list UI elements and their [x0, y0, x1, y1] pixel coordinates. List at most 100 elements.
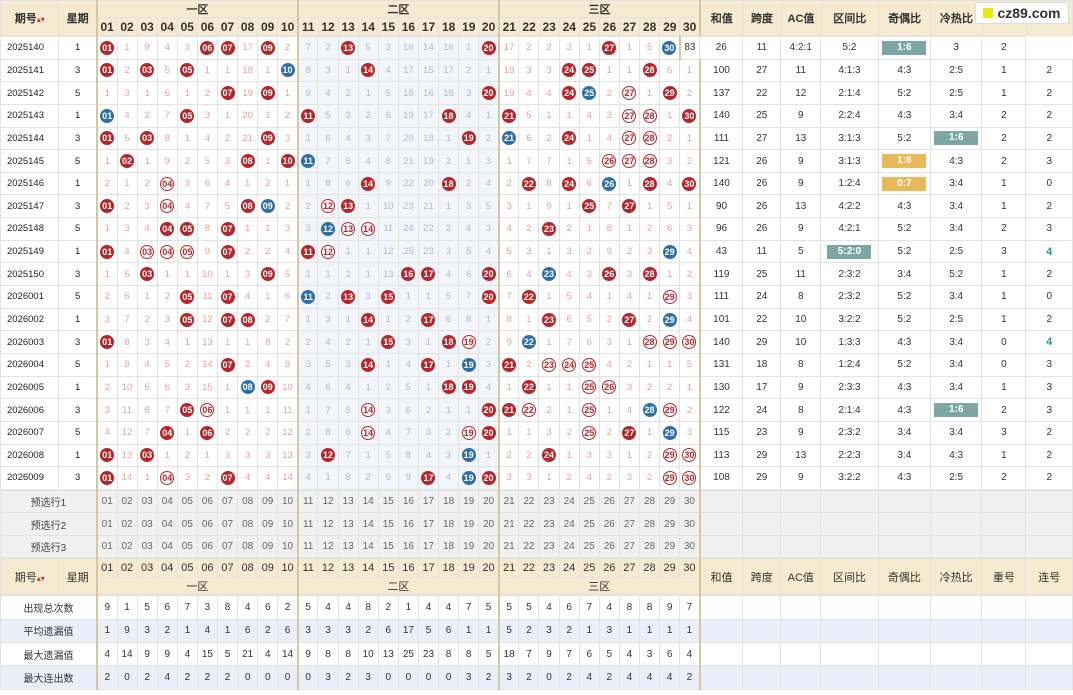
pick-number-04[interactable]: 04: [156, 512, 178, 536]
pick-empty-cell[interactable]: [820, 534, 879, 559]
pick-number-24[interactable]: 24: [558, 534, 580, 559]
pick-number-23[interactable]: 23: [538, 512, 560, 536]
pick-number-25[interactable]: 25: [578, 489, 600, 514]
pick-number-10[interactable]: 10: [277, 534, 299, 559]
pick-number-26[interactable]: 26: [598, 512, 620, 536]
pick-number-07[interactable]: 07: [216, 489, 239, 514]
pick-number-06[interactable]: 06: [196, 489, 218, 514]
pick-number-10[interactable]: 10: [277, 512, 299, 536]
pick-number-12[interactable]: 12: [317, 489, 339, 514]
pick-number-17[interactable]: 17: [417, 534, 440, 559]
pick-number-08[interactable]: 08: [237, 489, 259, 514]
pick-number-21[interactable]: 21: [497, 534, 520, 559]
pick-empty-cell[interactable]: [780, 489, 822, 514]
sort-icon[interactable]: ▴▾: [36, 15, 45, 24]
pick-number-17[interactable]: 17: [417, 489, 440, 514]
pick-number-14[interactable]: 14: [357, 534, 379, 559]
pick-number-28[interactable]: 28: [638, 489, 661, 514]
pick-empty-cell[interactable]: [742, 534, 782, 559]
pick-number-29[interactable]: 29: [659, 512, 681, 536]
pick-empty-cell[interactable]: [742, 489, 782, 514]
pick-number-29[interactable]: 29: [659, 489, 681, 514]
pick-number-09[interactable]: 09: [257, 534, 279, 559]
pick-empty-cell[interactable]: [1025, 512, 1073, 536]
pick-number-18[interactable]: 18: [438, 512, 460, 536]
pick-number-02[interactable]: 02: [116, 512, 138, 536]
pick-number-03[interactable]: 03: [136, 489, 158, 514]
pick-number-06[interactable]: 06: [196, 534, 218, 559]
pick-number-24[interactable]: 24: [558, 512, 580, 536]
pick-number-12[interactable]: 12: [317, 512, 339, 536]
pick-number-30[interactable]: 30: [679, 512, 701, 536]
pick-number-25[interactable]: 25: [578, 512, 600, 536]
pick-number-26[interactable]: 26: [598, 534, 620, 559]
pick-empty-cell[interactable]: [930, 534, 983, 559]
pick-empty-cell[interactable]: [1025, 489, 1073, 514]
pick-empty-cell[interactable]: [877, 489, 932, 514]
pick-number-14[interactable]: 14: [357, 489, 379, 514]
pick-number-20[interactable]: 20: [478, 512, 500, 536]
pick-number-23[interactable]: 23: [538, 534, 560, 559]
pick-number-30[interactable]: 30: [679, 489, 701, 514]
pick-empty-cell[interactable]: [930, 512, 983, 536]
pick-number-20[interactable]: 20: [478, 534, 500, 559]
pick-number-28[interactable]: 28: [638, 534, 661, 559]
pick-number-16[interactable]: 16: [397, 534, 419, 559]
pick-empty-cell[interactable]: [820, 489, 879, 514]
pick-number-01[interactable]: 01: [95, 489, 118, 514]
pick-number-29[interactable]: 29: [659, 534, 681, 559]
pick-number-05[interactable]: 05: [176, 512, 198, 536]
pick-number-04[interactable]: 04: [156, 534, 178, 559]
pick-number-05[interactable]: 05: [176, 489, 198, 514]
pick-number-15[interactable]: 15: [377, 489, 399, 514]
pick-empty-cell[interactable]: [1025, 534, 1073, 559]
pick-number-17[interactable]: 17: [417, 512, 440, 536]
pick-number-15[interactable]: 15: [377, 512, 399, 536]
pick-number-22[interactable]: 22: [518, 512, 540, 536]
pick-number-03[interactable]: 03: [136, 512, 158, 536]
pick-number-11[interactable]: 11: [296, 534, 319, 559]
pick-empty-cell[interactable]: [877, 512, 932, 536]
pick-empty-cell[interactable]: [981, 512, 1027, 536]
pick-empty-cell[interactable]: [780, 512, 822, 536]
pick-empty-cell[interactable]: [698, 534, 744, 559]
pick-number-16[interactable]: 16: [397, 489, 419, 514]
pick-number-08[interactable]: 08: [237, 512, 259, 536]
pick-number-24[interactable]: 24: [558, 489, 580, 514]
pick-empty-cell[interactable]: [930, 489, 983, 514]
pick-number-14[interactable]: 14: [357, 512, 379, 536]
pick-empty-cell[interactable]: [698, 512, 744, 536]
pick-number-25[interactable]: 25: [578, 534, 600, 559]
pick-number-18[interactable]: 18: [438, 489, 460, 514]
pick-empty-cell[interactable]: [877, 534, 932, 559]
pick-number-09[interactable]: 09: [257, 512, 279, 536]
pick-number-13[interactable]: 13: [337, 489, 359, 514]
pick-number-12[interactable]: 12: [317, 534, 339, 559]
pick-number-22[interactable]: 22: [518, 534, 540, 559]
pick-number-02[interactable]: 02: [116, 534, 138, 559]
footer-sort-icon[interactable]: ▴▾: [36, 573, 45, 583]
pick-number-05[interactable]: 05: [176, 534, 198, 559]
pick-number-06[interactable]: 06: [196, 512, 218, 536]
pick-empty-cell[interactable]: [698, 489, 744, 514]
pick-number-11[interactable]: 11: [296, 512, 319, 536]
period-header[interactable]: 期号▴▾: [0, 0, 60, 36]
pick-number-27[interactable]: 27: [618, 512, 640, 536]
site-logo[interactable]: cz89.com: [975, 2, 1069, 24]
pick-number-22[interactable]: 22: [518, 489, 540, 514]
pick-empty-cell[interactable]: [742, 512, 782, 536]
pick-number-03[interactable]: 03: [136, 534, 158, 559]
pick-number-07[interactable]: 07: [216, 512, 239, 536]
pick-empty-cell[interactable]: [981, 534, 1027, 559]
pick-number-21[interactable]: 21: [497, 489, 520, 514]
pick-number-27[interactable]: 27: [618, 534, 640, 559]
pick-number-01[interactable]: 01: [95, 512, 118, 536]
pick-number-19[interactable]: 19: [458, 512, 480, 536]
footer-period-header[interactable]: 期号▴▾: [0, 558, 60, 596]
pick-number-23[interactable]: 23: [538, 489, 560, 514]
pick-number-13[interactable]: 13: [337, 512, 359, 536]
pick-number-28[interactable]: 28: [638, 512, 661, 536]
pick-number-19[interactable]: 19: [458, 534, 480, 559]
pick-number-11[interactable]: 11: [296, 489, 319, 514]
pick-number-09[interactable]: 09: [257, 489, 279, 514]
